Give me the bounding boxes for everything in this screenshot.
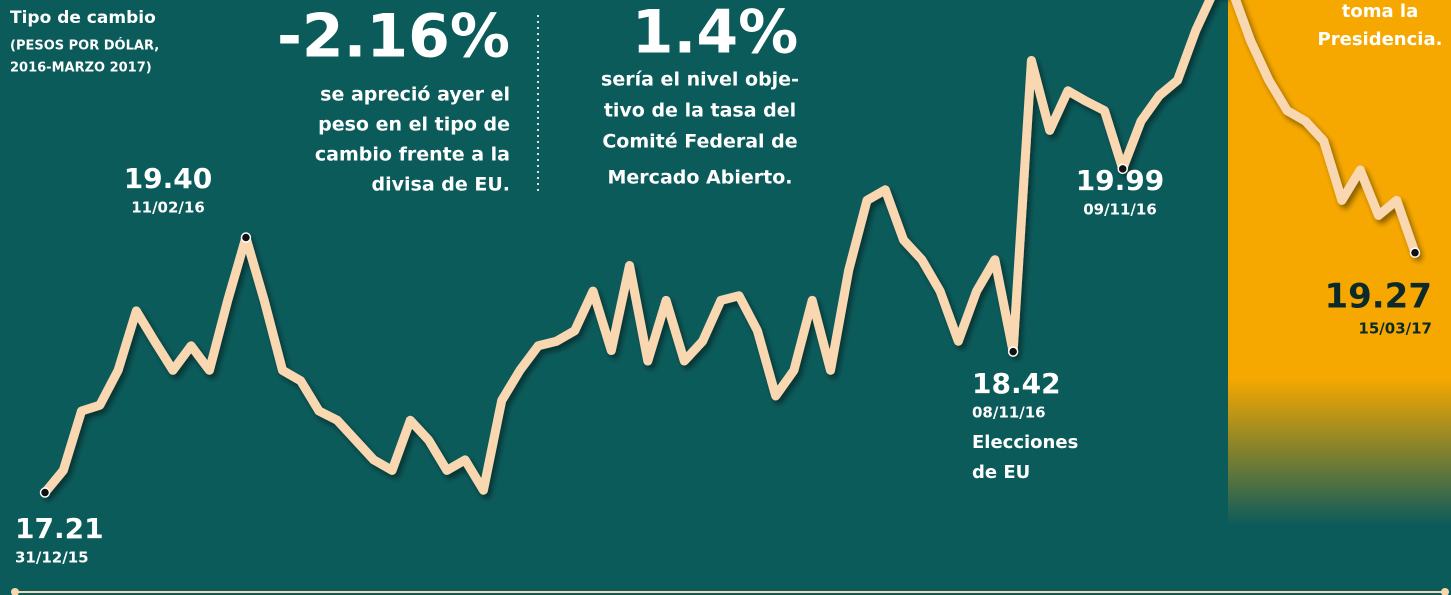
point	[1007, 346, 1019, 357]
line	[40, 0, 1420, 497]
annotation-value: 19.99	[1076, 164, 1165, 197]
point	[240, 232, 252, 243]
point	[39, 487, 51, 498]
callout-text: se apreció ayer el	[320, 84, 510, 106]
annotation-value: 19.40	[124, 162, 213, 195]
annotation-value: 17.21	[15, 512, 104, 545]
annotation-date: 15/03/17	[1358, 320, 1432, 338]
callout-text: divisa de EU.	[372, 174, 510, 196]
annotation-date: 09/11/16	[1083, 201, 1157, 219]
annotation-text: de EU	[972, 462, 1030, 483]
callout-text: Comité Federal de	[602, 131, 797, 153]
point	[1409, 247, 1421, 258]
callout-text: Mercado Abierto.	[608, 167, 793, 189]
annotation-value: 18.42	[972, 367, 1061, 400]
annotation-date: 11/02/16	[131, 199, 205, 217]
note: toma la	[1342, 1, 1418, 22]
point	[1117, 163, 1128, 175]
callout-text: cambio frente a la	[315, 144, 510, 166]
annotation-value: 19.27	[1324, 277, 1432, 317]
annotation-text: Elecciones	[972, 432, 1078, 453]
chart-subtitle: 2016-MARZO 2017)	[10, 61, 152, 76]
baseline-end	[11, 588, 19, 595]
callout-headline: -2.16%	[277, 2, 510, 72]
callout-text: peso en el tipo de	[318, 114, 510, 136]
annotation-date: 08/11/16	[972, 404, 1046, 422]
chart-title: Tipo de cambio	[10, 8, 156, 28]
baseline-end	[1441, 588, 1449, 595]
callout-headline: 1.4%	[632, 0, 798, 68]
annotation-date: 31/12/15	[15, 549, 89, 567]
highlight-band	[1228, 0, 1451, 525]
note: Presidencia.	[1318, 29, 1443, 50]
callout-text: tivo de la tasa del	[604, 100, 796, 122]
chart-subtitle: (PESOS POR DÓLAR,	[10, 38, 159, 54]
callout-text: sería el nivel obje-	[601, 69, 799, 91]
